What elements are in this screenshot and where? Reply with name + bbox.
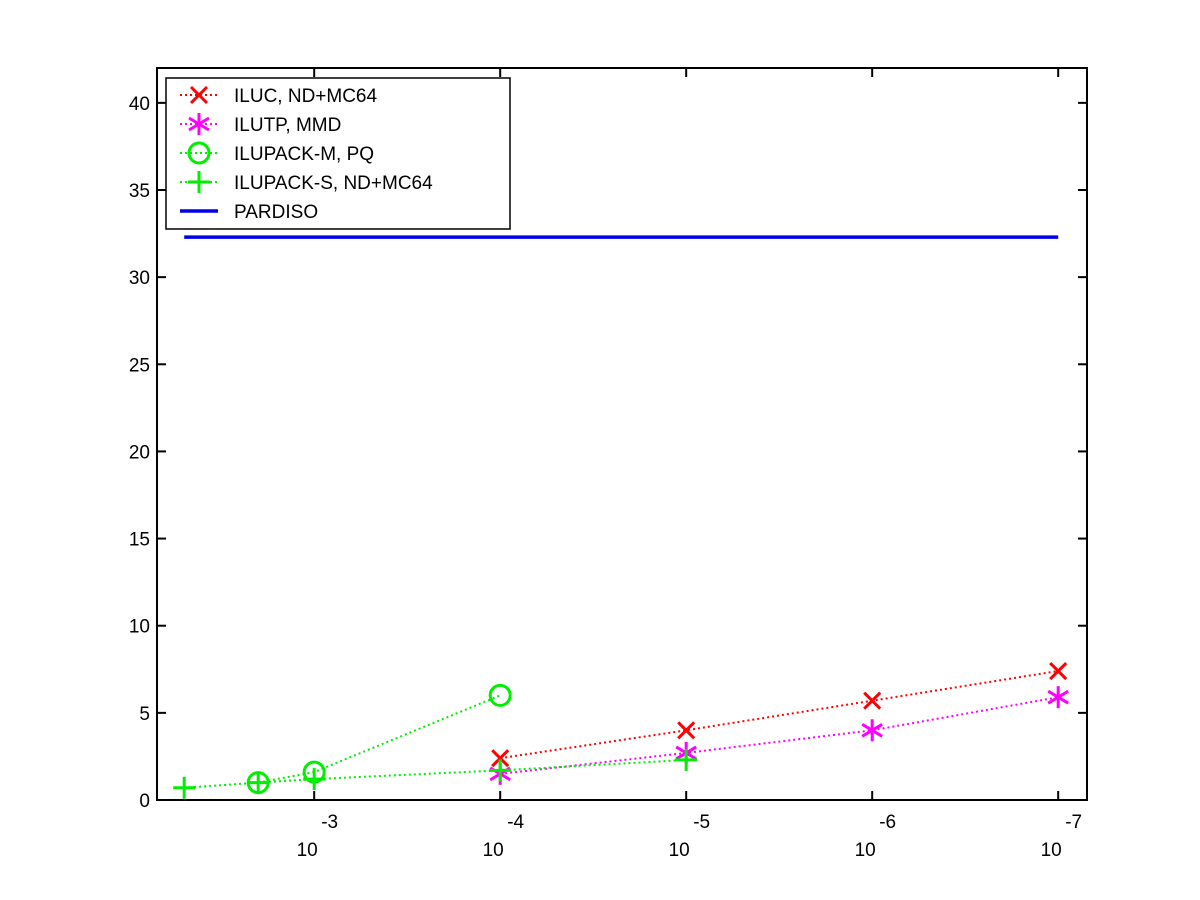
x-tick-label-exponent: -5 xyxy=(693,812,710,833)
asterisk-marker-stroke xyxy=(861,722,883,738)
data-point xyxy=(861,719,883,742)
y-tick-label: 35 xyxy=(129,181,150,202)
x-marker-stroke xyxy=(189,85,209,105)
legend-marker xyxy=(188,171,210,193)
data-point xyxy=(488,683,512,707)
legend-label: PARDISO xyxy=(234,202,318,223)
y-tick-label: 15 xyxy=(129,530,150,551)
x-tick-label-base: 10 xyxy=(669,840,690,861)
x-tick-label-exponent: -6 xyxy=(879,812,896,833)
legend-marker xyxy=(188,113,210,135)
legend: ILUC, ND+MC64 ILUTP, MMD ILUPACK-M, PQ ILUP… xyxy=(165,77,511,230)
x-tick-label-base: 10 xyxy=(1041,840,1062,861)
plot-frame xyxy=(156,67,1088,801)
x-tick-label-base: 10 xyxy=(297,840,318,861)
legend-entry: ILUTP, MMD xyxy=(180,113,341,136)
series-layer xyxy=(173,235,1069,799)
legend-entry: PARDISO xyxy=(180,202,318,223)
y-tick-label: 40 xyxy=(129,94,150,115)
legend-label: ILUPACK-S, ND+MC64 xyxy=(234,173,433,194)
data-point xyxy=(677,721,696,740)
x-marker-stroke xyxy=(863,691,882,710)
y-tick-label: 5 xyxy=(139,704,150,725)
x-tick-label-exponent: -4 xyxy=(507,812,524,833)
x-tick-label-exponent: -7 xyxy=(1065,812,1082,833)
y-tick-label: 10 xyxy=(129,617,150,638)
legend-entry: ILUPACK-M, PQ xyxy=(180,141,374,165)
data-point xyxy=(489,759,512,782)
x-marker-stroke xyxy=(677,721,696,740)
y-tick-label: 0 xyxy=(139,791,150,812)
legend-box xyxy=(165,77,511,230)
data-point xyxy=(675,748,698,771)
legend-marker xyxy=(187,141,211,165)
asterisk-marker-stroke xyxy=(188,116,210,132)
y-tick-label: 25 xyxy=(129,355,150,376)
x-tick-label-exponent: -3 xyxy=(321,812,338,833)
data-point xyxy=(247,771,270,794)
x-marker-stroke xyxy=(491,749,510,768)
series-line xyxy=(500,696,1059,775)
x-tick-label-base: 10 xyxy=(483,840,504,861)
series-0 xyxy=(491,661,1068,768)
data-point xyxy=(1047,686,1069,709)
legend-label: ILUC, ND+MC64 xyxy=(234,86,377,107)
legend-entry: ILUC, ND+MC64 xyxy=(180,85,377,107)
legend-label: ILUPACK-M, PQ xyxy=(234,144,374,165)
legend-entry: ILUPACK-S, ND+MC64 xyxy=(180,171,433,194)
data-point xyxy=(303,768,326,791)
data-point xyxy=(1049,661,1068,681)
x-marker-stroke xyxy=(1049,661,1068,681)
legend-marker xyxy=(189,85,209,105)
series-line xyxy=(500,670,1059,760)
x-tick-label-base: 10 xyxy=(855,840,876,861)
y-tick-label: 20 xyxy=(129,442,150,463)
y-tick-label: 30 xyxy=(129,268,150,289)
asterisk-marker-stroke xyxy=(1047,689,1069,705)
data-point xyxy=(173,776,196,799)
series-3 xyxy=(173,748,698,799)
data-point xyxy=(491,749,510,768)
legend-label: ILUTP, MMD xyxy=(234,115,341,136)
data-point xyxy=(863,691,882,710)
